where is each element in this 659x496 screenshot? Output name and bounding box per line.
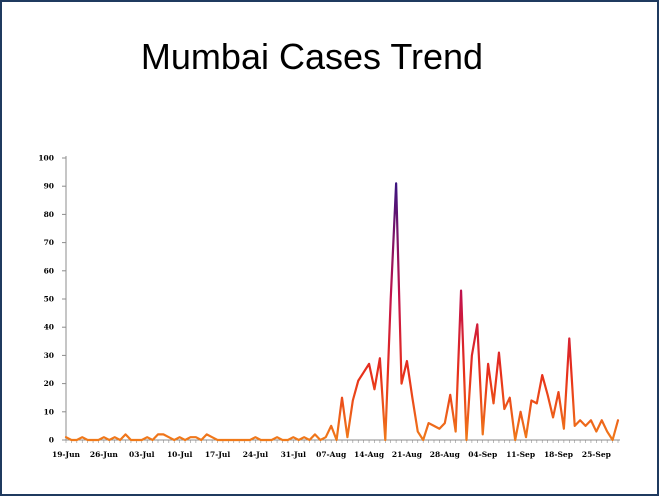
x-tick-label: 18-Sep	[544, 450, 573, 459]
y-tick-label: 20	[44, 379, 54, 388]
y-tick-label: 10	[44, 407, 54, 416]
axes	[65, 156, 620, 441]
x-tick-label: 19-Jun	[52, 450, 81, 459]
series-line	[64, 182, 620, 442]
y-tick-label: 100	[38, 154, 54, 163]
x-tick-label: 26-Jun	[90, 450, 119, 459]
y-tick-label: 30	[44, 351, 54, 360]
x-tick-label: 24-Jul	[243, 450, 269, 459]
x-tick-label: 10-Jul	[167, 450, 193, 459]
x-tick-label: 04-Sep	[468, 450, 497, 459]
y-tick-label: 0	[49, 436, 54, 445]
x-tick-label: 03-Jul	[129, 450, 155, 459]
y-tick-label: 70	[44, 238, 54, 247]
y-tick-label: 40	[44, 323, 54, 332]
x-tick-label: 31-Jul	[281, 450, 307, 459]
x-tick-label: 14-Aug	[354, 450, 385, 459]
ticks: 0 10 20 30 40 50 60 70 80 90 100 19-Jun 26-Jun 03-Jul…	[38, 154, 619, 459]
x-tick-label: 17-Jul	[205, 450, 231, 459]
chart-title: Mumbai Cases Trend	[140, 36, 484, 77]
series-group	[64, 182, 620, 442]
x-tick-label: 28-Aug	[430, 450, 461, 459]
y-tick-label: 80	[44, 210, 54, 219]
y-tick-label: 50	[44, 295, 54, 304]
y-tick-label: 90	[44, 182, 54, 191]
x-tick-label: 07-Aug	[316, 450, 347, 459]
x-tick-label: 25-Sep	[582, 450, 611, 459]
y-tick-label: 60	[44, 266, 54, 275]
x-tick-label: 11-Sep	[506, 450, 535, 459]
x-tick-label: 21-Aug	[392, 450, 423, 459]
